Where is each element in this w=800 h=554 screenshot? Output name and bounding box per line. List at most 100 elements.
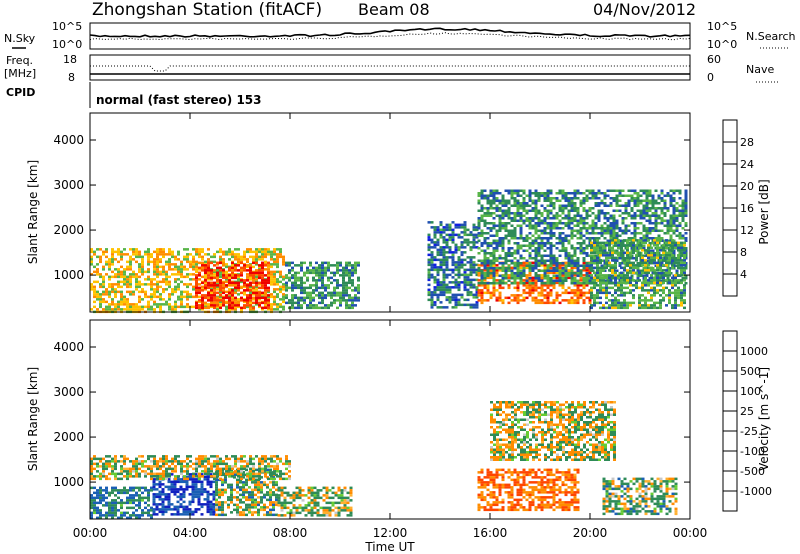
velocity-cell-region-0 bbox=[111, 499, 114, 502]
power-cell-region-6 bbox=[614, 296, 617, 300]
power-cell-region-5 bbox=[483, 264, 487, 267]
velocity-cell-region-1 bbox=[182, 493, 186, 496]
power-cell-region-0 bbox=[198, 253, 201, 256]
velocity-cell-region-0 bbox=[129, 506, 132, 510]
power-cell-region-0 bbox=[96, 295, 99, 299]
power-cell-region-0 bbox=[168, 265, 171, 269]
power-cell-region-0 bbox=[282, 283, 285, 286]
power-cell-region-3 bbox=[472, 293, 476, 297]
power-cell-region-2 bbox=[324, 289, 327, 292]
power-cell-region-0 bbox=[270, 263, 273, 266]
power-cell-region-5 bbox=[519, 234, 523, 237]
power-cell-region-5 bbox=[582, 267, 586, 270]
power-cell-region-6 bbox=[623, 279, 626, 282]
power-cell-region-0 bbox=[228, 248, 231, 251]
power-cell-region-5 bbox=[513, 249, 517, 252]
power-cell-region-5 bbox=[519, 274, 523, 277]
power-cell-region-3 bbox=[427, 271, 431, 274]
power-cell-region-3 bbox=[463, 286, 467, 289]
power-cell-region-1 bbox=[258, 296, 261, 300]
power-cell-region-6 bbox=[662, 259, 665, 262]
power-cell-region-0 bbox=[177, 278, 180, 281]
power-cell-region-5 bbox=[684, 212, 688, 215]
power-cell-region-6 bbox=[599, 249, 602, 252]
power-cell-region-3 bbox=[466, 241, 470, 244]
power-cell-region-6 bbox=[626, 239, 629, 242]
power-cell-region-6 bbox=[611, 276, 614, 280]
power-cell-region-0 bbox=[189, 283, 192, 286]
power-cell-region-5 bbox=[645, 214, 649, 217]
power-cell-region-5 bbox=[519, 214, 523, 217]
power-cell-region-1 bbox=[261, 286, 264, 290]
power-cell-region-6 bbox=[599, 279, 602, 282]
power-cell-region-1 bbox=[213, 301, 216, 305]
power-cell-region-5 bbox=[516, 189, 520, 192]
power-cell-region-5 bbox=[684, 207, 688, 210]
power-cell-region-5 bbox=[633, 192, 637, 195]
power-cell-region-5 bbox=[519, 217, 523, 220]
power-cell-region-6 bbox=[632, 264, 635, 267]
power-cell-region-5 bbox=[546, 237, 550, 240]
power-cell-region-5 bbox=[654, 202, 658, 205]
power-cell-region-0 bbox=[99, 298, 102, 301]
power-cell-region-2 bbox=[318, 306, 321, 310]
power-cell-region-5 bbox=[582, 199, 586, 202]
velocity-cell-region-0 bbox=[114, 509, 117, 512]
power-cell-region-0 bbox=[276, 293, 279, 296]
power-cell-region-3 bbox=[457, 283, 461, 287]
power-cell-region-0 bbox=[261, 253, 264, 256]
power-cell-region-0 bbox=[138, 270, 141, 274]
power-cell-region-6 bbox=[671, 281, 674, 285]
power-cell-region-0 bbox=[225, 265, 228, 269]
power-cell-region-3 bbox=[451, 263, 455, 267]
power-cell-region-2 bbox=[339, 284, 342, 287]
power-cell-region-5 bbox=[495, 224, 499, 227]
power-cell-region-0 bbox=[231, 250, 234, 254]
power-cell-region-3 bbox=[430, 298, 434, 302]
power-cell-region-5 bbox=[555, 214, 559, 217]
power-cell-region-3 bbox=[430, 293, 434, 297]
power-cell-region-0 bbox=[240, 255, 243, 259]
nsky-label: N.Sky bbox=[4, 32, 36, 45]
power-cell-region-0 bbox=[114, 275, 117, 279]
power-cell-region-6 bbox=[641, 271, 644, 275]
power-cell-region-0 bbox=[282, 288, 285, 291]
power-cell-region-5 bbox=[624, 227, 628, 230]
power-cell-region-5 bbox=[504, 262, 508, 265]
power-cell-region-3 bbox=[451, 296, 455, 299]
power-cell-region-5 bbox=[555, 264, 559, 267]
power-cell-region-5 bbox=[576, 212, 580, 215]
power-cell-region-1 bbox=[219, 269, 222, 272]
power-cell-region-0 bbox=[264, 260, 267, 264]
power-cell-region-5 bbox=[555, 259, 559, 262]
power-cell-region-5 bbox=[492, 262, 496, 265]
power-cell-region-2 bbox=[351, 264, 354, 267]
power-cell-region-4 bbox=[567, 276, 571, 280]
power-cell-region-6 bbox=[626, 259, 629, 262]
power-cell-region-5 bbox=[666, 222, 670, 225]
power-cell-region-5 bbox=[513, 199, 517, 202]
velocity-cell-region-0 bbox=[138, 501, 141, 505]
velocity-cell-region-1 bbox=[182, 513, 186, 516]
power-cell-region-2 bbox=[345, 284, 348, 287]
power-cell-region-4 bbox=[540, 289, 544, 292]
power-cell-region-5 bbox=[519, 202, 523, 205]
power-cell-region-3 bbox=[430, 291, 434, 294]
power-cell-region-5 bbox=[564, 267, 568, 270]
power-cell-region-5 bbox=[543, 209, 547, 212]
power-cell-region-6 bbox=[632, 271, 635, 275]
power-cell-region-4 bbox=[498, 294, 502, 297]
power-cell-region-5 bbox=[642, 204, 646, 207]
power-cell-region-0 bbox=[237, 258, 240, 261]
power-cell-region-5 bbox=[510, 219, 514, 222]
power-cell-region-5 bbox=[603, 232, 607, 235]
power-cell-region-2 bbox=[297, 296, 300, 300]
power-cell-region-0 bbox=[258, 283, 261, 286]
power-cell-region-4 bbox=[477, 289, 481, 292]
power-cell-region-0 bbox=[186, 255, 189, 259]
velocity-cell-region-0 bbox=[150, 506, 153, 510]
power-cell-region-6 bbox=[668, 259, 671, 262]
power-cell-region-6 bbox=[644, 296, 647, 300]
power-cell-region-5 bbox=[519, 247, 523, 250]
